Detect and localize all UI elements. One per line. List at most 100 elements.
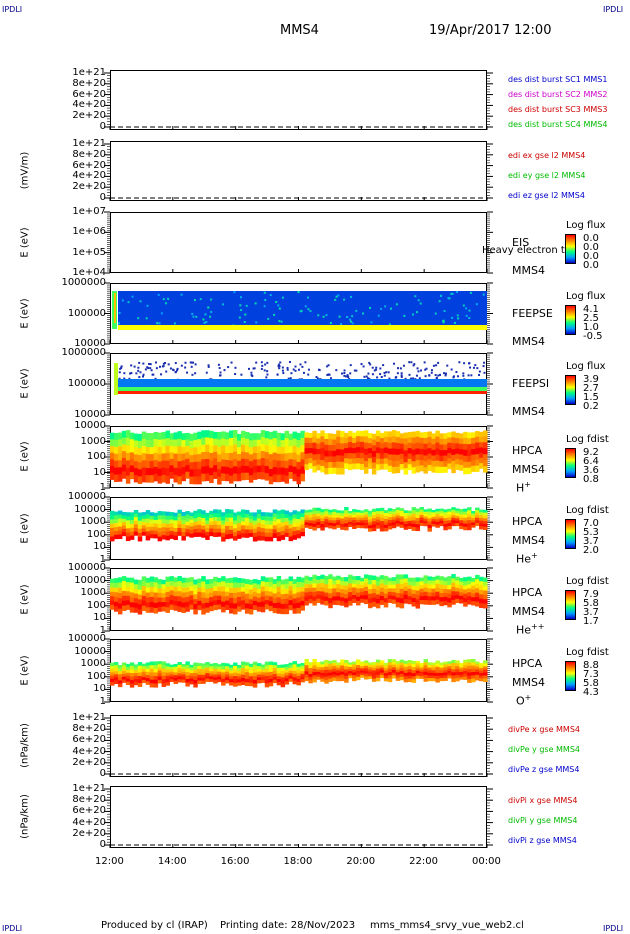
spectrogram-cell	[133, 667, 139, 671]
spectrogram-cell	[288, 361, 291, 364]
spectrogram-cell	[248, 454, 254, 462]
spectrogram-cell	[427, 431, 432, 438]
spectrogram-cell	[169, 664, 174, 668]
spectrogram-cell	[288, 668, 294, 672]
spectrogram-cell	[113, 662, 119, 666]
spectrogram-cell	[320, 527, 325, 531]
spectrogram-cell	[169, 676, 174, 680]
spectrogram-cell	[213, 671, 218, 675]
spectrogram-cell	[256, 433, 262, 441]
spectrogram-cell	[260, 458, 266, 466]
spectrogram-cell	[332, 668, 337, 673]
spectrogram-cell	[463, 461, 468, 469]
spectrogram-cell	[471, 510, 476, 514]
spectrogram-cell	[275, 301, 278, 304]
spectrogram-cell	[300, 524, 305, 529]
spectrogram-cell	[306, 296, 309, 299]
spectrogram-cell	[348, 430, 353, 437]
spectrogram-cell	[407, 581, 413, 586]
spectrogram-cell	[277, 304, 280, 307]
spectrogram-cell	[455, 291, 458, 294]
spectrogram-cell	[113, 601, 119, 607]
spectrogram-cell	[288, 585, 294, 592]
spectrogram-cell	[268, 439, 274, 448]
spectrogram-cell	[336, 449, 341, 456]
spectrogram-cell	[467, 432, 472, 439]
spectrogram-cell	[414, 295, 417, 298]
spectrogram-cell	[197, 587, 202, 593]
spectrogram-cell	[336, 678, 341, 682]
spectrogram-cell	[451, 292, 454, 295]
species-charge: +	[524, 480, 531, 489]
spectrogram-cell	[391, 454, 397, 462]
spectrogram-cell	[240, 677, 246, 682]
spectrogram-cell	[467, 507, 472, 511]
spectrogram-cell	[375, 581, 381, 587]
spectrogram-cell	[451, 591, 456, 597]
spectrogram-cell	[455, 580, 460, 585]
spectrogram-cell	[349, 372, 352, 375]
spectrogram-cell	[189, 595, 194, 601]
spectrogram-cell	[399, 659, 405, 664]
spectrogram-cell	[240, 309, 243, 312]
spectrogram-cell	[459, 459, 464, 466]
spectrogram-cell	[288, 595, 294, 601]
spectrogram-cell	[316, 438, 321, 445]
spectrogram-cell	[371, 675, 377, 680]
spectrogram-cell	[320, 521, 325, 525]
spectrogram-cell	[173, 677, 178, 682]
spectrogram-cell	[149, 367, 152, 370]
spectrogram-cell	[308, 523, 313, 527]
spectrogram-cell	[260, 667, 266, 671]
spectrogram-cell	[177, 606, 182, 612]
spectrogram-cell	[252, 367, 255, 370]
spectrogram-cell	[455, 591, 460, 596]
spectrogram-cell	[248, 461, 254, 469]
spectrogram-cell	[248, 666, 254, 671]
spectrogram-cell	[248, 679, 254, 684]
spectrogram-cell	[161, 515, 167, 520]
spectrogram-cell	[344, 602, 349, 608]
spectrogram-cell	[411, 437, 417, 444]
spectrogram-cell	[292, 473, 298, 482]
spectrogram-cell	[344, 594, 349, 599]
spectrogram-cell	[328, 439, 333, 446]
spectrogram-cell	[268, 671, 274, 676]
spectrogram-cell	[213, 517, 218, 522]
spectrogram-cell	[292, 526, 298, 532]
spectrogram-cell	[169, 671, 174, 675]
spectrogram-cell	[363, 460, 369, 468]
spectrogram-cell	[467, 669, 472, 673]
spectrogram-cell	[292, 661, 298, 665]
spectrogram-cell	[284, 681, 290, 685]
spectrogram-cell	[391, 595, 397, 601]
spectrogram-cell	[403, 521, 409, 525]
spectrogram-cell	[328, 672, 333, 677]
spectrogram-cell	[459, 443, 464, 450]
spectrogram-cell	[213, 532, 218, 537]
spectrogram-cell	[161, 446, 167, 454]
spectrogram-cell	[181, 512, 186, 517]
spectrogram-cell	[145, 535, 151, 541]
spectrogram-cell	[264, 661, 270, 666]
spectrogram-cell	[344, 443, 349, 449]
spectrogram-cell	[296, 681, 301, 686]
spectrogram-cell	[300, 452, 305, 460]
spectrogram-cell	[288, 465, 294, 473]
spectrogram-cell	[240, 664, 246, 669]
spectrogram-cell	[169, 515, 174, 521]
spectrogram-cell	[240, 533, 246, 538]
spectrogram-cell	[352, 579, 357, 585]
spectrogram-cell	[277, 365, 280, 368]
spectrogram-cell	[379, 373, 382, 376]
spectrogram-cell	[173, 453, 178, 462]
legend-entry: divPe x gse MMS4	[508, 725, 580, 734]
spectrogram-cell	[205, 662, 210, 666]
spectrogram-cell	[149, 468, 155, 476]
spectrogram-cell	[117, 530, 123, 536]
spectrogram-cell	[400, 374, 403, 377]
spectrogram-cell	[292, 588, 298, 595]
spectrogram-cell	[193, 662, 198, 667]
spectrogram-cell	[383, 673, 389, 677]
spectrogram-cell	[240, 472, 246, 481]
